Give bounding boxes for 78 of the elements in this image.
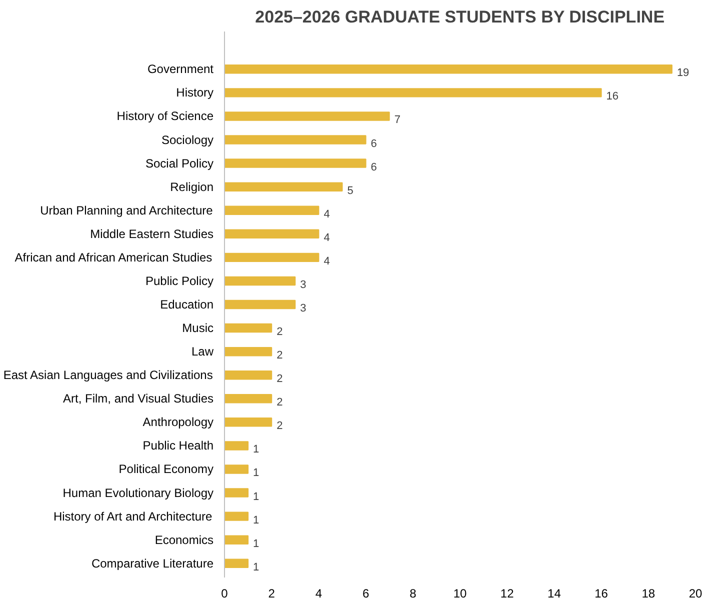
bar [224, 300, 296, 310]
y-tick-label: Sociology [161, 132, 214, 147]
bar [224, 252, 320, 262]
bar [224, 229, 320, 239]
data-label: 16 [606, 90, 619, 103]
x-tick-label: 8 [410, 586, 417, 600]
y-tick-label: Music [182, 321, 214, 336]
y-tick-label: Middle Eastern Studies [90, 226, 214, 241]
x-tick-label: 18 [642, 586, 656, 600]
x-tick-label: 16 [594, 586, 608, 600]
data-label: 2 [276, 326, 283, 338]
data-label: 6 [370, 161, 377, 174]
x-tick-label: 2 [268, 586, 276, 600]
y-tick-label: History of Science [116, 109, 214, 124]
bar [224, 512, 249, 521]
x-tick-label: 6 [362, 586, 370, 600]
y-tick-label: Urban Planning and Architecture [40, 203, 214, 218]
y-tick-label: Comparative Literature [91, 556, 214, 570]
bar [224, 370, 272, 380]
y-tick-label: Education [160, 298, 214, 312]
bar [224, 64, 672, 74]
y-tick-label: Public Health [142, 438, 214, 453]
data-label: 1 [253, 444, 260, 456]
bar [224, 394, 272, 404]
y-tick-label: Social Policy [145, 156, 214, 170]
x-tick-label: 12 [500, 586, 514, 600]
x-tick-label: 20 [688, 586, 702, 600]
bar [224, 464, 249, 474]
bar [224, 88, 602, 98]
data-label: 2 [276, 350, 283, 362]
data-label: 4 [324, 255, 330, 268]
bar [224, 182, 343, 192]
bar [224, 158, 366, 168]
bar [224, 276, 296, 286]
data-label: 2 [276, 373, 283, 386]
y-tick-label: Art, Film, and Visual Studies [62, 392, 214, 406]
data-label: 1 [253, 561, 260, 574]
bar [224, 323, 272, 333]
y-tick-label: Economics [154, 532, 214, 547]
y-tick-label: Law [191, 344, 214, 359]
data-label: 1 [253, 514, 260, 526]
bar [224, 441, 249, 450]
y-tick-label: Political Economy [118, 462, 214, 476]
y-tick-label: Anthropology [142, 415, 214, 430]
y-tick-label: Religion [170, 180, 214, 194]
data-label: 1 [253, 538, 260, 550]
bar [224, 346, 272, 356]
bar [224, 488, 249, 498]
x-tick-label: 10 [453, 586, 467, 600]
bar [224, 535, 249, 544]
y-tick-label: East Asian Languages and Civilizations [3, 368, 213, 382]
data-label: 19 [676, 67, 690, 80]
data-label: 1 [253, 467, 260, 480]
x-tick-label: 4 [315, 586, 322, 600]
data-label: 2 [276, 396, 283, 409]
data-label: 2 [276, 420, 283, 432]
y-tick-label: Government [147, 62, 214, 76]
data-label: 7 [394, 114, 400, 126]
data-label: 3 [300, 302, 306, 314]
y-tick-label: History of Art and Architecture [53, 509, 212, 524]
x-tick-label: 14 [548, 586, 562, 600]
x-tick-label: 0 [221, 586, 228, 600]
data-label: 6 [370, 138, 377, 150]
data-label: 4 [324, 232, 330, 244]
data-label: 4 [324, 208, 330, 220]
bar [224, 418, 272, 427]
chart-title: 2025–2026 GRADUATE STUDENTS BY DISCIPLINE [255, 8, 665, 26]
y-tick-label: Public Policy [145, 274, 214, 288]
data-label: 1 [253, 490, 260, 503]
bar [224, 206, 320, 215]
y-tick-label: History [176, 86, 214, 100]
y-tick-label: African and African American Studies [14, 250, 212, 264]
y-tick-label: Human Evolutionary Biology [62, 486, 214, 500]
bar [224, 135, 366, 144]
bar [224, 558, 249, 568]
bar [224, 112, 390, 121]
data-label: 3 [300, 278, 306, 291]
data-label: 5 [347, 184, 354, 197]
